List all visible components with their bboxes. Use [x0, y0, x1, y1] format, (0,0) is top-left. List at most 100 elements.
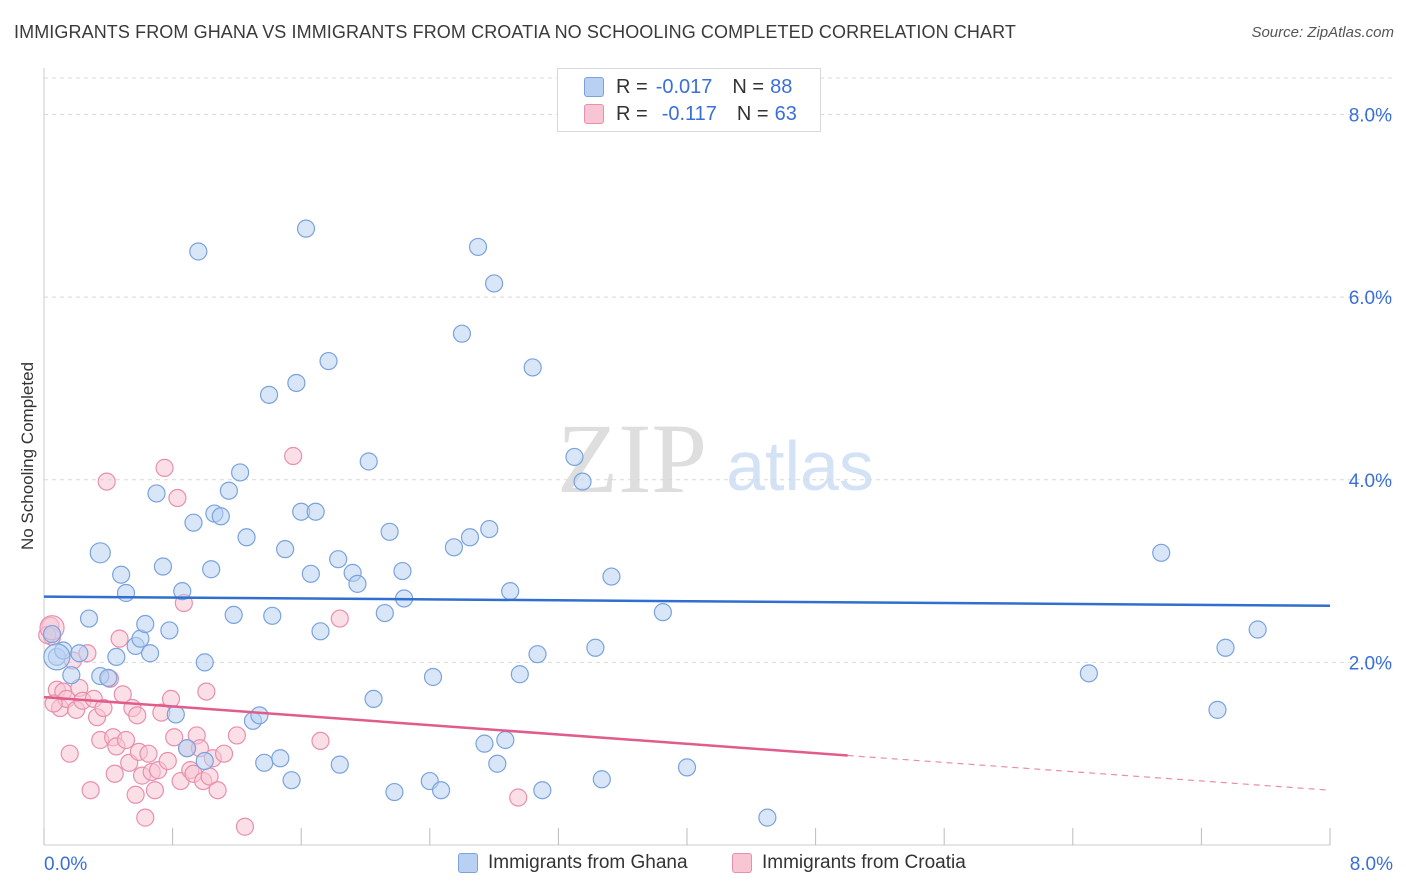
y-tick-label: 4.0% — [1349, 471, 1392, 492]
ghana-point — [528, 645, 547, 664]
ghana-point — [375, 603, 394, 623]
croatia-point — [145, 781, 165, 800]
ghana-point — [301, 564, 320, 583]
ghana-point — [488, 754, 507, 773]
ghana-point — [533, 781, 552, 800]
ghana-point — [296, 219, 316, 238]
ghana-r-value: -0.017 — [655, 75, 713, 98]
chart-source: Source: ZipAtlas.com — [1251, 24, 1394, 41]
ghana-trend-line — [43, 595, 1331, 608]
ghana-point — [147, 484, 166, 503]
legend-croatia-swatch — [732, 853, 752, 873]
croatia-point — [126, 785, 145, 804]
watermark: ZIP atlas — [557, 403, 874, 514]
x-tick-label: 0.0% — [44, 854, 87, 875]
ghana-point — [79, 609, 99, 628]
ghana-point — [311, 622, 330, 641]
ghana-point — [177, 739, 197, 758]
ghana-point — [385, 782, 404, 802]
ghana-point — [287, 373, 306, 393]
ghana-point — [1216, 638, 1235, 657]
legend-item-ghana: Immigrants from Ghana — [458, 852, 688, 874]
ghana-point — [329, 550, 348, 569]
ghana-point — [153, 557, 173, 576]
chart-title: IMMIGRANTS FROM GHANA VS IMMIGRANTS FROM… — [14, 22, 1016, 42]
ghana-point — [565, 447, 584, 467]
ghana-point — [112, 565, 131, 584]
ghana-point — [653, 603, 672, 622]
croatia-point — [214, 744, 234, 763]
ghana-point — [586, 638, 605, 657]
croatia-point — [136, 808, 155, 827]
croatia-r-label: R = — [616, 102, 648, 125]
ghana-point — [202, 560, 221, 579]
ghana-point — [89, 542, 111, 564]
ghana-point — [62, 666, 81, 685]
ghana-point — [677, 758, 697, 777]
watermark-atlas: atlas — [726, 427, 874, 505]
croatia-trend-line — [43, 695, 848, 757]
ghana-point — [255, 753, 274, 772]
ghana-n-label: N = — [732, 75, 765, 98]
croatia-point — [60, 744, 79, 763]
croatia-point — [197, 682, 216, 701]
croatia-point — [165, 728, 184, 747]
y-tick-label: 6.0% — [1349, 288, 1392, 309]
ghana-point — [380, 522, 399, 541]
ghana-point — [510, 665, 529, 684]
croatia-n-value: 63 — [774, 102, 797, 125]
ghana-point — [348, 574, 367, 593]
ghana-point — [319, 351, 338, 371]
croatia-trend-extrapolation — [847, 754, 1331, 791]
ghana-point — [211, 507, 230, 526]
grid — [44, 77, 1392, 663]
ghana-point — [423, 667, 443, 687]
ghana-point — [231, 463, 250, 482]
y-tick-label: 8.0% — [1349, 106, 1392, 127]
ghana-point — [271, 749, 290, 768]
croatia-point — [97, 472, 116, 491]
croatia-point — [81, 781, 100, 800]
croatia-point — [139, 744, 158, 763]
y-axis-label: No Schooling Completed — [18, 361, 37, 551]
croatia-points — [38, 446, 528, 836]
ghana-point — [263, 606, 282, 625]
ghana-points — [42, 219, 1267, 827]
legend-ghana-label: Immigrants from Ghana — [488, 852, 688, 873]
ghana-point — [602, 567, 621, 586]
croatia-point — [128, 706, 147, 725]
croatia-point — [284, 446, 303, 466]
croatia-point — [105, 764, 124, 783]
ghana-point — [460, 528, 480, 547]
ghana-point — [99, 668, 118, 688]
ghana-point — [306, 502, 325, 521]
ghana-point — [1248, 620, 1267, 639]
ghana-point — [475, 734, 494, 753]
ghana-point — [250, 706, 269, 725]
ghana-point — [393, 561, 412, 581]
ghana-n-value: 88 — [770, 75, 793, 98]
croatia-r-value: -0.117 — [661, 102, 717, 125]
ghana-point — [485, 274, 504, 293]
ghana-point — [43, 643, 71, 671]
croatia-point — [94, 698, 113, 718]
ghana-point — [444, 538, 464, 557]
legend-row-croatia: R = -0.117 N = 63 — [584, 101, 797, 127]
ghana-point — [140, 644, 160, 663]
ghana-point — [259, 385, 279, 404]
ghana-swatch — [584, 77, 604, 97]
croatia-point — [110, 629, 129, 648]
croatia-point — [227, 726, 246, 745]
ghana-point — [189, 242, 208, 261]
croatia-point — [330, 609, 349, 628]
ghana-r-label: R = — [616, 75, 648, 98]
ghana-point — [480, 519, 499, 539]
ghana-point — [1208, 700, 1227, 719]
legend-row-ghana: R = -0.017 N = 88 — [584, 74, 792, 100]
trend-lines — [43, 595, 1331, 791]
ghana-point — [136, 614, 155, 634]
ghana-point — [219, 481, 238, 500]
ghana-point — [359, 452, 378, 471]
ghana-point — [166, 705, 185, 724]
axes — [43, 68, 1331, 846]
